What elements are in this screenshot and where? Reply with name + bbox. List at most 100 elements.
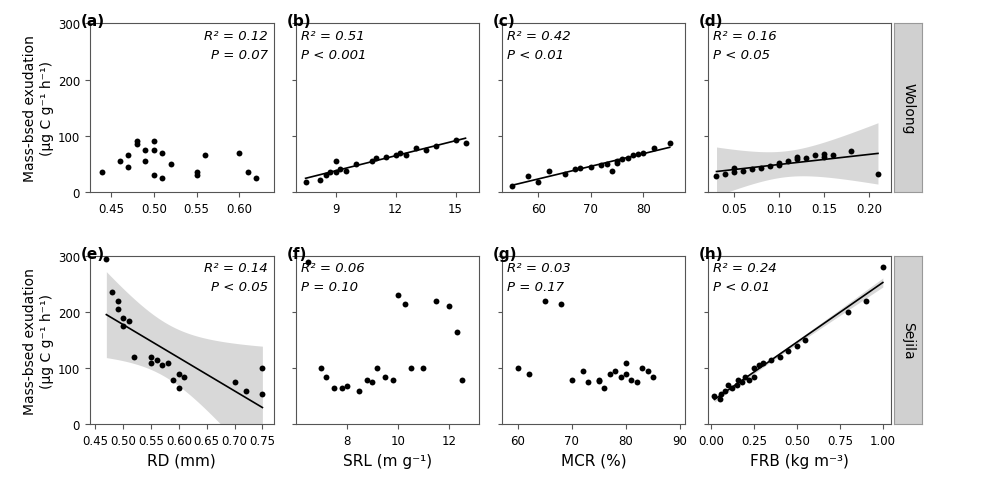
Point	[720, 382, 736, 389]
Point	[322, 169, 338, 177]
Point	[510, 365, 526, 372]
Text: R² = 0.03
P = 0.17: R² = 0.03 P = 0.17	[507, 262, 571, 293]
Point	[159, 359, 175, 367]
Text: R² = 0.42
P < 0.01: R² = 0.42 P < 0.01	[507, 29, 571, 61]
Point	[634, 365, 650, 372]
Point	[711, 395, 727, 403]
Point	[116, 323, 131, 330]
Point	[744, 166, 760, 174]
Point	[365, 379, 380, 386]
Point	[95, 169, 111, 177]
Point	[816, 150, 832, 158]
Point	[816, 154, 832, 162]
Point	[708, 173, 724, 181]
Point	[645, 373, 661, 381]
Point	[128, 138, 144, 146]
Point	[254, 390, 270, 398]
Point	[145, 172, 161, 180]
X-axis label: FRB (kg m⁻³): FRB (kg m⁻³)	[750, 453, 849, 468]
Point	[377, 373, 393, 381]
Point	[737, 373, 753, 381]
Point	[165, 376, 181, 384]
Y-axis label: Mass-bsed exudation
(µg C g⁻¹ h⁻¹): Mass-bsed exudation (µg C g⁻¹ h⁻¹)	[23, 35, 54, 182]
Point	[724, 384, 740, 392]
Point	[628, 379, 644, 386]
Point	[448, 328, 464, 336]
Point	[368, 155, 383, 163]
Point	[415, 365, 431, 372]
Point	[825, 152, 841, 160]
Point	[772, 353, 788, 361]
Point	[126, 353, 142, 361]
Point	[661, 139, 677, 147]
Text: (e): (e)	[81, 246, 105, 261]
Point	[407, 145, 423, 153]
X-axis label: MCR (%): MCR (%)	[561, 453, 626, 468]
Point	[557, 171, 573, 179]
Point	[729, 382, 745, 389]
Point	[618, 370, 633, 378]
Point	[231, 149, 247, 157]
Point	[726, 165, 742, 173]
Point	[541, 167, 557, 175]
Point	[858, 297, 873, 305]
Point	[870, 171, 885, 179]
Point	[110, 297, 125, 305]
Point	[771, 160, 787, 167]
Point	[843, 148, 859, 156]
Point	[615, 156, 630, 164]
Point	[746, 365, 762, 372]
Point	[746, 373, 762, 381]
Point	[248, 175, 264, 183]
Text: (g): (g)	[492, 246, 517, 261]
Point	[604, 167, 620, 175]
Point	[397, 300, 413, 308]
Text: (h): (h)	[698, 246, 723, 261]
Point	[319, 373, 335, 381]
Point	[301, 258, 317, 266]
Text: Sejila: Sejila	[901, 322, 915, 359]
Point	[580, 379, 596, 386]
Point	[639, 367, 655, 375]
Point	[188, 172, 204, 180]
Point	[402, 365, 418, 372]
Point	[389, 292, 405, 300]
Point	[352, 387, 368, 395]
Point	[798, 337, 814, 345]
Point	[145, 138, 161, 146]
Point	[583, 163, 599, 171]
Point	[328, 169, 344, 177]
Point	[397, 152, 413, 160]
Point	[112, 158, 127, 165]
Point	[163, 161, 179, 168]
Point	[99, 255, 115, 263]
Point	[630, 150, 646, 158]
Point	[841, 308, 857, 316]
Point	[726, 169, 742, 177]
Point	[646, 145, 662, 153]
Text: R² = 0.06
P = 0.10: R² = 0.06 P = 0.10	[301, 262, 365, 293]
Point	[613, 373, 628, 381]
Point	[735, 167, 751, 175]
Point	[254, 365, 270, 372]
Text: (c): (c)	[492, 14, 515, 29]
Point	[154, 149, 170, 157]
Point	[741, 376, 757, 384]
Point	[128, 141, 144, 149]
Text: R² = 0.24
P < 0.01: R² = 0.24 P < 0.01	[713, 262, 777, 293]
Point	[608, 367, 623, 375]
Point	[313, 365, 329, 372]
Point	[591, 377, 607, 385]
Point	[780, 348, 796, 356]
Point	[417, 146, 433, 154]
Point	[706, 393, 722, 401]
Text: R² = 0.12
P = 0.07: R² = 0.12 P = 0.07	[204, 29, 268, 61]
Point	[447, 137, 463, 144]
Point	[623, 376, 639, 384]
Point	[789, 154, 805, 162]
Y-axis label: Mass-bsed exudation
(µg C g⁻¹ h⁻¹): Mass-bsed exudation (µg C g⁻¹ h⁻¹)	[23, 267, 54, 414]
Point	[377, 154, 393, 162]
Point	[427, 142, 443, 150]
Point	[176, 373, 192, 381]
Point	[753, 164, 769, 172]
